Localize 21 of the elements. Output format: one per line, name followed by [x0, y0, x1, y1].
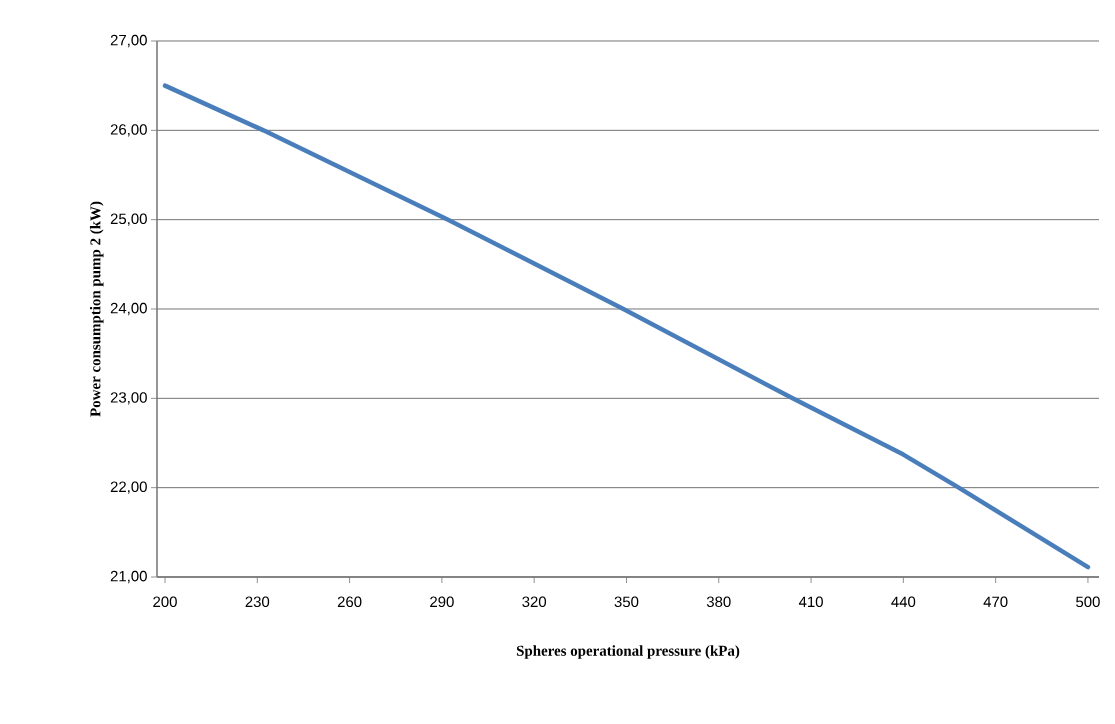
- y-tick-label: 26,00: [110, 124, 147, 137]
- y-tick-label: 23,00: [110, 392, 147, 405]
- x-tick-label: 230: [245, 596, 270, 608]
- y-tick-label: 22,00: [110, 481, 147, 494]
- y-tick-label: 24,00: [110, 302, 147, 316]
- x-tick-label: 200: [153, 596, 177, 608]
- x-tick-label: 260: [337, 596, 362, 608]
- line-series: [162, 83, 1091, 570]
- x-tick-label: 500: [1076, 596, 1100, 608]
- x-tick-label: 470: [983, 596, 1008, 608]
- x-tick-label: 440: [891, 596, 916, 608]
- y-tick-label: 25,00: [110, 213, 147, 226]
- x-tick-label: 350: [614, 596, 639, 608]
- x-tick-label: 290: [430, 596, 454, 608]
- y-axis-title: Power consumption pump 2 (kW): [89, 201, 104, 417]
- y-tick-label: 21,00: [110, 570, 147, 584]
- x-tick-label: 410: [798, 596, 823, 608]
- y-tick-label: 27,00: [110, 34, 147, 48]
- x-axis-title: Spheres operational pressure (kPa): [516, 645, 740, 659]
- x-tick-label: 320: [522, 596, 547, 608]
- x-tick-label: 380: [706, 596, 731, 608]
